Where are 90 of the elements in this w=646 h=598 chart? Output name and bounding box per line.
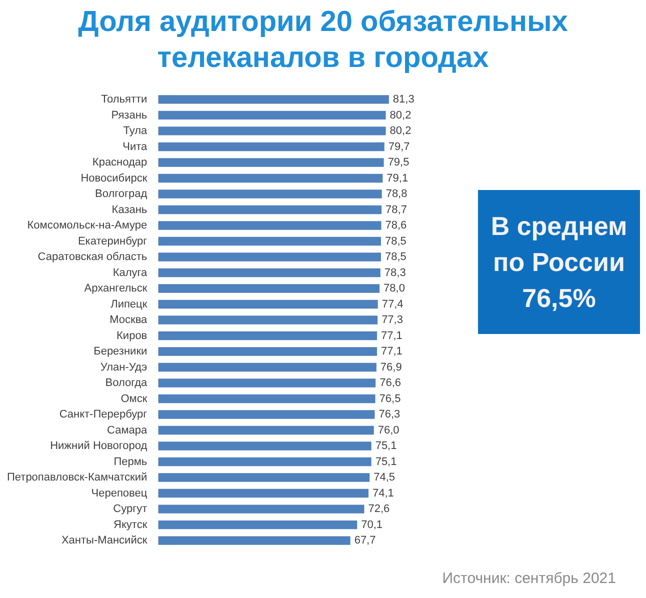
data-label: 70,1 xyxy=(361,518,383,531)
bar xyxy=(158,378,376,388)
y-tick-label: Березники xyxy=(94,346,148,358)
bar xyxy=(158,316,378,324)
bar xyxy=(158,268,380,278)
bar xyxy=(158,362,376,372)
y-tick-label: Краснодар xyxy=(92,156,148,169)
bar xyxy=(158,442,372,450)
data-label: 78,5 xyxy=(384,251,406,264)
bar xyxy=(158,394,376,404)
data-label: 78,7 xyxy=(386,204,407,216)
data-label: 80,2 xyxy=(390,109,412,122)
data-label: 77,4 xyxy=(382,298,404,310)
y-tick-label: Комсомольск-на-Амуре xyxy=(27,220,148,232)
data-label: 78,0 xyxy=(384,282,405,295)
data-label: 77,1 xyxy=(381,330,402,342)
y-tick-label: Нижний Новогород xyxy=(50,440,148,452)
bar xyxy=(158,205,382,214)
y-tick-label: Калуга xyxy=(112,266,148,279)
bar xyxy=(158,174,383,183)
data-label: 75,1 xyxy=(375,456,397,468)
bar xyxy=(158,236,381,246)
bar xyxy=(158,221,382,230)
y-tick-label: Тула xyxy=(123,125,148,138)
data-label: 76,6 xyxy=(380,377,402,390)
data-label: 78,5 xyxy=(384,235,406,248)
data-label: 81,3 xyxy=(392,94,414,106)
bar xyxy=(158,284,380,293)
bar xyxy=(158,300,378,309)
y-tick-label: Якутск xyxy=(114,518,148,531)
bar xyxy=(158,126,386,136)
y-tick-label: Новосибирск xyxy=(80,172,148,184)
y-tick-label: Волгоград xyxy=(94,188,148,200)
data-label: 77,3 xyxy=(382,314,403,326)
y-tick-label: Вологда xyxy=(105,377,148,390)
data-label: 72,6 xyxy=(368,503,390,516)
chart-title: Доля аудитории 20 обязательных телеканалов в городах xyxy=(77,5,569,76)
bar xyxy=(158,95,389,104)
y-tick-label: Москва xyxy=(110,314,148,326)
y-tick-label: Омск xyxy=(120,392,148,405)
y-tick-label: Липецк xyxy=(110,298,148,310)
bar xyxy=(158,190,382,198)
y-tick-label: Архангельск xyxy=(84,282,148,295)
data-label: 76,3 xyxy=(378,408,400,421)
y-tick-label: Тольятти xyxy=(101,94,148,106)
bar xyxy=(158,520,358,530)
data-label: 79,7 xyxy=(388,140,410,153)
data-label: 76,5 xyxy=(379,392,401,405)
y-tick-label: Екатеринбург xyxy=(78,235,148,248)
data-label: 74,5 xyxy=(374,472,396,484)
bar xyxy=(158,536,350,545)
bar xyxy=(158,504,364,514)
y-tick-label: Ханты-Мансийск xyxy=(61,534,148,547)
y-tick-label: Киров xyxy=(116,330,148,342)
bar xyxy=(158,410,375,419)
y-tick-label: Череповец xyxy=(91,487,148,500)
y-tick-label: Рязань xyxy=(111,109,148,122)
bar xyxy=(158,158,384,167)
data-label: 78,6 xyxy=(385,220,407,232)
y-tick-label: Пермь xyxy=(114,456,148,468)
y-tick-label: Улан-Удэ xyxy=(100,361,148,374)
bar xyxy=(158,142,384,152)
y-tick-label: Самара xyxy=(107,424,148,436)
y-tick-label: Санкт-Перербург xyxy=(59,408,148,421)
data-label: 74,1 xyxy=(372,487,394,500)
y-tick-label: Сургут xyxy=(113,503,148,516)
data-label: 77,1 xyxy=(381,346,402,358)
data-label: 76,0 xyxy=(378,424,400,436)
data-label: 76,9 xyxy=(380,361,402,374)
data-label: 75,1 xyxy=(375,440,397,452)
bar xyxy=(158,426,374,435)
data-label: 78,3 xyxy=(384,266,406,279)
data-label: 78,8 xyxy=(386,188,408,200)
y-tick-label: Петропавловск-Камчатский xyxy=(6,472,148,484)
data-label: 79,1 xyxy=(386,172,408,184)
data-label: 80,2 xyxy=(390,125,412,138)
bar xyxy=(158,488,368,498)
text: Источник: сентябрь 2021 xyxy=(442,570,616,587)
y-tick-label: Казань xyxy=(112,204,148,216)
bar xyxy=(158,457,372,466)
bar xyxy=(158,473,370,482)
y-tick-label: Чита xyxy=(122,140,148,153)
data-label: 79,5 xyxy=(388,156,410,169)
bar xyxy=(158,347,377,356)
data-label: 67,7 xyxy=(354,534,376,547)
bar xyxy=(158,110,386,120)
bar xyxy=(158,252,381,262)
y-tick-label: Саратовская область xyxy=(38,251,148,264)
text: В среднем по России 76,5% xyxy=(478,190,640,334)
bar xyxy=(158,331,377,340)
